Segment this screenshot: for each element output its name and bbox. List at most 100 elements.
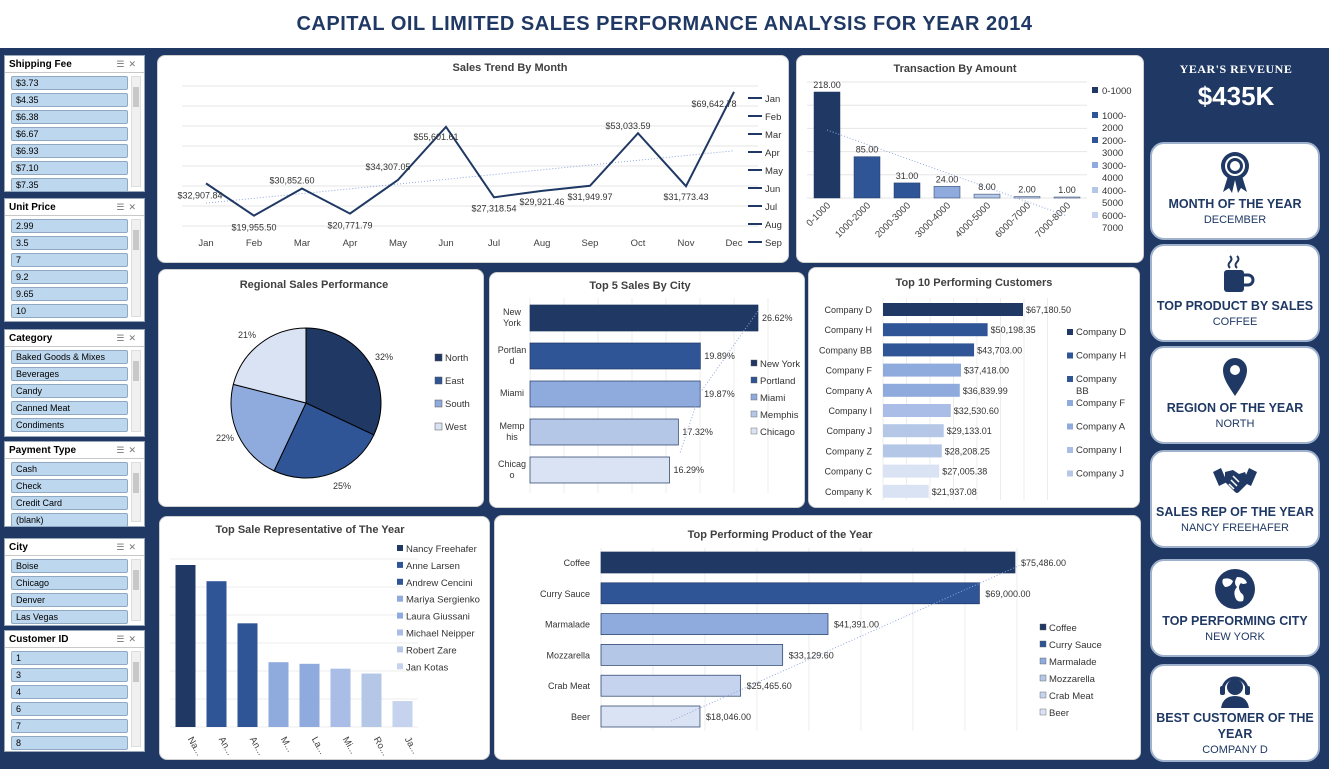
x-tick-label: 6000-7000: [993, 200, 1033, 240]
slicer-item[interactable]: 9.65: [11, 287, 128, 301]
legend-label: Laura Giussani: [406, 612, 470, 623]
filter-clear-icon[interactable]: ☰✕: [116, 58, 140, 69]
legend-label: 2000-: [1102, 136, 1126, 147]
bar: [600, 551, 1016, 574]
x-tick-label: M...: [278, 735, 295, 754]
slicer-item[interactable]: Cash: [11, 462, 128, 476]
bar: [600, 644, 784, 666]
slicer-item[interactable]: Boise: [11, 559, 128, 573]
dashboard-header: CAPITAL OIL LIMITED SALES PERFORMANCE AN…: [0, 0, 1329, 50]
slicer-scrollbar[interactable]: [131, 76, 141, 187]
slicer-item[interactable]: $4.35: [11, 93, 128, 107]
legend-swatch: [1039, 640, 1047, 648]
bar: [237, 623, 258, 727]
slicer-item[interactable]: Denver: [11, 593, 128, 607]
bar: [883, 404, 951, 417]
revenue-value: $435K: [1197, 81, 1275, 111]
bar: [600, 582, 980, 605]
legend-label: Jun: [765, 184, 780, 195]
slicer-item[interactable]: 2.99: [11, 219, 128, 233]
kpi-card-value: NANCY FREEHAFER: [1181, 522, 1289, 534]
data-label: $43,703.00: [977, 345, 1022, 355]
x-tick-label: 3000-4000: [913, 200, 953, 240]
slicer-scrollbar[interactable]: [131, 350, 141, 432]
slicer-item[interactable]: Las Vegas: [11, 610, 128, 624]
slicer-item[interactable]: 8: [11, 736, 128, 750]
slicer-item[interactable]: 3: [11, 668, 128, 682]
slicer-category: Category ☰✕ Baked Goods & Mixes Beverages Ca…: [4, 329, 145, 437]
legend-label: Company I: [1076, 445, 1122, 456]
slicer-item[interactable]: 4: [11, 685, 128, 699]
legend-label: Company J: [1076, 469, 1124, 480]
slicer-item[interactable]: 7: [11, 719, 128, 733]
slicer-item[interactable]: $7.10: [11, 161, 128, 175]
legend-swatch: [397, 629, 403, 636]
slicer-title: Shipping Fee: [9, 58, 72, 70]
x-tick-label: Jul: [488, 238, 500, 249]
bar: [268, 662, 289, 727]
x-tick-label: Oct: [631, 238, 646, 249]
legend-label: Mar: [765, 130, 781, 141]
slicer-item[interactable]: 1: [11, 651, 128, 665]
slicer-scrollbar[interactable]: [131, 462, 141, 522]
slicer-item[interactable]: 9.2: [11, 270, 128, 284]
slicer-scrollbar[interactable]: [131, 219, 141, 317]
slicer-item[interactable]: Candy: [11, 384, 128, 398]
slicer-item[interactable]: 10: [11, 304, 128, 318]
slicer-item[interactable]: Chicago: [11, 576, 128, 590]
slicer-item[interactable]: Baked Goods & Mixes: [11, 350, 128, 364]
y-tick-label: Company J: [826, 426, 872, 436]
data-label: $27,005.38: [942, 467, 987, 477]
legend-swatch: [434, 399, 443, 408]
slicer-item[interactable]: (blank): [11, 513, 128, 527]
data-label: $20,771.79: [327, 221, 372, 231]
slicer-item[interactable]: Beverages: [11, 367, 128, 381]
legend-label: Company: [1076, 374, 1117, 385]
chart-title: Top 5 Sales By City: [589, 280, 691, 292]
data-label: $31,773.43: [663, 192, 708, 202]
slicer-scrollbar[interactable]: [131, 651, 141, 747]
top-customers-panel: Top 10 Performing Customers $67,180.50 Com…: [808, 267, 1140, 508]
coffee-mug-icon: [1152, 252, 1318, 296]
slicer-title: Category: [9, 332, 53, 344]
filter-clear-icon[interactable]: ☰✕: [116, 444, 140, 455]
trendline: [679, 310, 759, 454]
filter-clear-icon[interactable]: ☰✕: [116, 201, 140, 212]
kpi-card-title: REGION OF THE YEAR: [1166, 401, 1304, 415]
slicer-item[interactable]: $6.93: [11, 144, 128, 158]
data-label: 19.89%: [704, 351, 735, 361]
filter-clear-icon[interactable]: ☰✕: [116, 633, 140, 644]
bar: [529, 304, 759, 332]
data-label: 22%: [216, 433, 234, 443]
legend-label: Sep: [765, 238, 782, 249]
slicer-header: Unit Price ☰✕: [5, 199, 144, 216]
legend-label: 3000: [1102, 148, 1123, 159]
legend-swatch: [1067, 423, 1073, 430]
slicer-scrollbar[interactable]: [131, 559, 141, 621]
legend-label: Jul: [765, 202, 777, 213]
x-tick-label: Ja...: [402, 735, 421, 756]
slicer-item[interactable]: $7.35: [11, 178, 128, 192]
slicer-item[interactable]: 3.5: [11, 236, 128, 250]
filter-clear-icon[interactable]: ☰✕: [116, 332, 140, 343]
slicer-item[interactable]: $6.38: [11, 110, 128, 124]
slicer-item[interactable]: 7: [11, 253, 128, 267]
data-label: $31,949.97: [567, 192, 612, 202]
filter-clear-icon[interactable]: ☰✕: [116, 541, 140, 552]
series-line: [205, 91, 735, 217]
page-title: CAPITAL OIL LIMITED SALES PERFORMANCE AN…: [296, 12, 1033, 35]
legend-swatch: [397, 578, 403, 585]
slicer-item[interactable]: 6: [11, 702, 128, 716]
legend-label: Crab Meat: [1049, 691, 1094, 702]
data-label: 31.00: [896, 171, 919, 181]
slicer-item[interactable]: $6.67: [11, 127, 128, 141]
slicer-item[interactable]: Canned Meat: [11, 401, 128, 415]
slicer-item[interactable]: Credit Card: [11, 496, 128, 510]
legend-label: Mozzarella: [1049, 674, 1096, 685]
slicer-item[interactable]: $3.73: [11, 76, 128, 90]
legend-label: North: [445, 353, 468, 364]
slicer-item[interactable]: Condiments: [11, 418, 128, 432]
kpi-card-value: DECEMBER: [1203, 214, 1267, 226]
slicer-item[interactable]: Check: [11, 479, 128, 493]
legend-label: Company A: [1076, 422, 1126, 433]
